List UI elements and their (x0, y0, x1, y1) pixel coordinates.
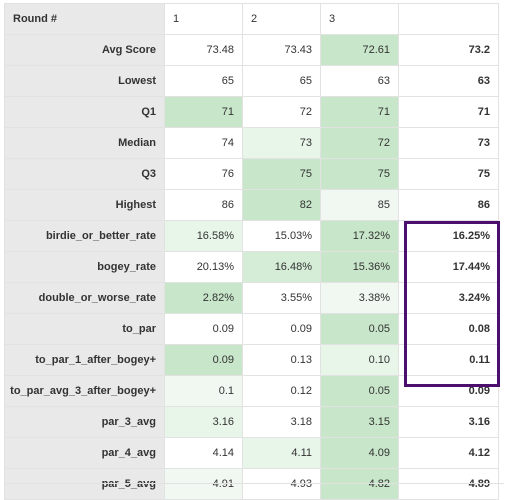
table-row: Avg Score 73.48 73.43 72.61 73.2 (4, 34, 499, 66)
stats-table-body: Round # 1 2 3 Avg Score 73.48 73.43 72.61 73… (4, 3, 499, 500)
round-3-cell: 15.36% (320, 251, 399, 283)
round-2-cell: 15.03% (242, 220, 321, 252)
header-round-3[interactable]: 3 (320, 3, 399, 35)
round-1-cell: 2.82% (164, 282, 243, 314)
round-2-cell: 65 (242, 65, 321, 97)
header-label: Round # (4, 3, 165, 35)
table-row: Highest 86 82 85 86 (4, 189, 499, 221)
round-2-cell: 0.12 (242, 375, 321, 407)
table-row: bogey_rate 20.13% 16.48% 15.36% 17.44% (4, 251, 499, 283)
header-round-2[interactable]: 2 (242, 3, 321, 35)
round-2-cell: 16.48% (242, 251, 321, 283)
total-cell: 4.89 (398, 468, 499, 500)
round-1-cell: 20.13% (164, 251, 243, 283)
table-row: par_4_avg 4.14 4.11 4.09 4.12 (4, 437, 499, 469)
round-3-cell: 0.10 (320, 344, 399, 376)
round-2-cell: 4.93 (242, 468, 321, 500)
total-cell: 0.09 (398, 375, 499, 407)
header-round-1[interactable]: 1 (164, 3, 243, 35)
round-2-cell: 0.13 (242, 344, 321, 376)
round-1-cell: 74 (164, 127, 243, 159)
row-label: to_par (4, 313, 165, 345)
total-cell: 75 (398, 158, 499, 190)
round-3-cell: 4.09 (320, 437, 399, 469)
table-row: Median 74 73 72 73 (4, 127, 499, 159)
round-2-cell: 73.43 (242, 34, 321, 66)
round-2-cell: 3.18 (242, 406, 321, 438)
round-3-cell: 3.15 (320, 406, 399, 438)
total-cell: 86 (398, 189, 499, 221)
round-3-cell: 17.32% (320, 220, 399, 252)
round-1-cell: 3.16 (164, 406, 243, 438)
table-row: Q3 76 75 75 75 (4, 158, 499, 190)
round-3-cell: 63 (320, 65, 399, 97)
round-3-cell: 72 (320, 127, 399, 159)
row-label: par_3_avg (4, 406, 165, 438)
table-row: Q1 71 72 71 71 (4, 96, 499, 128)
total-cell: 0.08 (398, 313, 499, 345)
round-2-cell: 82 (242, 189, 321, 221)
header-row: Round # 1 2 3 (4, 3, 499, 35)
header-total (398, 3, 499, 35)
total-cell: 3.16 (398, 406, 499, 438)
round-1-cell: 71 (164, 96, 243, 128)
row-label: par_5_avg (4, 468, 165, 500)
round-2-cell: 0.09 (242, 313, 321, 345)
total-cell: 73 (398, 127, 499, 159)
table-row: par_5_avg 4.91 4.93 4.82 4.89 (4, 468, 499, 500)
row-label: to_par_1_after_bogey+ (4, 344, 165, 376)
table-row: birdie_or_better_rate 16.58% 15.03% 17.32% 1… (4, 220, 499, 252)
row-label: bogey_rate (4, 251, 165, 283)
round-1-cell: 16.58% (164, 220, 243, 252)
round-3-cell: 4.82 (320, 468, 399, 500)
round-1-cell: 65 (164, 65, 243, 97)
table-row: double_or_worse_rate 2.82% 3.55% 3.38% 3.24% (4, 282, 499, 314)
row-label: double_or_worse_rate (4, 282, 165, 314)
round-1-cell: 0.09 (164, 344, 243, 376)
round-2-cell: 75 (242, 158, 321, 190)
round-3-cell: 0.05 (320, 313, 399, 345)
round-1-cell: 0.1 (164, 375, 243, 407)
round-3-cell: 0.05 (320, 375, 399, 407)
round-3-cell: 71 (320, 96, 399, 128)
round-2-cell: 4.11 (242, 437, 321, 469)
row-label: Avg Score (4, 34, 165, 66)
round-1-cell: 4.14 (164, 437, 243, 469)
stats-table: Round # 1 2 3 Avg Score 73.48 73.43 72.61 73… (4, 3, 499, 500)
round-3-cell: 3.38% (320, 282, 399, 314)
total-cell: 63 (398, 65, 499, 97)
table-row: to_par 0.09 0.09 0.05 0.08 (4, 313, 499, 345)
round-2-cell: 3.55% (242, 282, 321, 314)
round-1-cell: 86 (164, 189, 243, 221)
table-row: Lowest 65 65 63 63 (4, 65, 499, 97)
table-row: to_par_avg_3_after_bogey+ 0.1 0.12 0.05 0.09 (4, 375, 499, 407)
round-1-cell: 4.91 (164, 468, 243, 500)
row-label: Q3 (4, 158, 165, 190)
round-2-cell: 73 (242, 127, 321, 159)
row-label: Median (4, 127, 165, 159)
round-1-cell: 0.09 (164, 313, 243, 345)
total-cell: 16.25% (398, 220, 499, 252)
total-cell: 73.2 (398, 34, 499, 66)
row-label: Highest (4, 189, 165, 221)
round-1-cell: 73.48 (164, 34, 243, 66)
round-2-cell: 72 (242, 96, 321, 128)
total-cell: 71 (398, 96, 499, 128)
total-cell: 0.11 (398, 344, 499, 376)
round-3-cell: 72.61 (320, 34, 399, 66)
row-label: Lowest (4, 65, 165, 97)
table-row: to_par_1_after_bogey+ 0.09 0.13 0.10 0.11 (4, 344, 499, 376)
row-label: birdie_or_better_rate (4, 220, 165, 252)
round-1-cell: 76 (164, 158, 243, 190)
table-bottom-divider (4, 483, 504, 484)
row-label: par_4_avg (4, 437, 165, 469)
total-cell: 3.24% (398, 282, 499, 314)
table-row: par_3_avg 3.16 3.18 3.15 3.16 (4, 406, 499, 438)
round-3-cell: 85 (320, 189, 399, 221)
total-cell: 4.12 (398, 437, 499, 469)
row-label: to_par_avg_3_after_bogey+ (4, 375, 165, 407)
round-3-cell: 75 (320, 158, 399, 190)
row-label: Q1 (4, 96, 165, 128)
total-cell: 17.44% (398, 251, 499, 283)
